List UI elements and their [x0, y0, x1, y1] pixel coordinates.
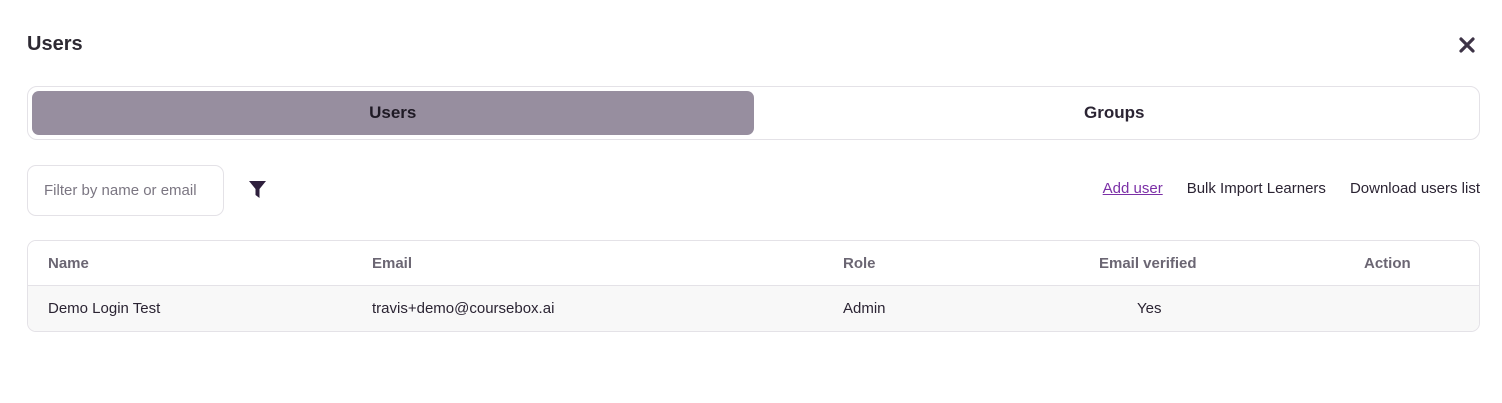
users-table: Name Email Role Email verified Action De…	[27, 240, 1480, 332]
table-row[interactable]: Demo Login Test travis+demo@coursebox.ai…	[28, 286, 1479, 331]
table-header-row: Name Email Role Email verified Action	[28, 241, 1479, 286]
cell-role: Admin	[843, 300, 886, 317]
column-header-email-verified[interactable]: Email verified	[1099, 254, 1197, 272]
bulk-import-link[interactable]: Bulk Import Learners	[1186, 180, 1326, 197]
cell-email-verified: Yes	[1137, 300, 1162, 317]
close-icon	[1459, 37, 1475, 53]
column-header-action: Action	[1364, 254, 1411, 272]
close-button[interactable]	[1458, 36, 1476, 54]
user-actions: Add user Bulk Import Learners Download u…	[1103, 180, 1480, 197]
column-header-role[interactable]: Role	[843, 254, 876, 272]
modal-title: Users	[27, 33, 83, 55]
tab-users[interactable]: Users	[32, 91, 754, 135]
cell-name: Demo Login Test	[48, 300, 161, 317]
filter-input[interactable]	[27, 165, 224, 216]
column-header-name[interactable]: Name	[48, 254, 89, 272]
download-users-link[interactable]: Download users list	[1349, 180, 1480, 197]
filter-button[interactable]	[247, 180, 267, 200]
cell-email: travis+demo@coursebox.ai	[372, 300, 555, 317]
filter-icon	[248, 181, 266, 198]
column-header-email[interactable]: Email	[372, 254, 413, 272]
add-user-link[interactable]: Add user	[1102, 180, 1163, 197]
tab-groups[interactable]: Groups	[1084, 103, 1145, 122]
users-groups-tabs: Users Groups	[27, 86, 1480, 140]
